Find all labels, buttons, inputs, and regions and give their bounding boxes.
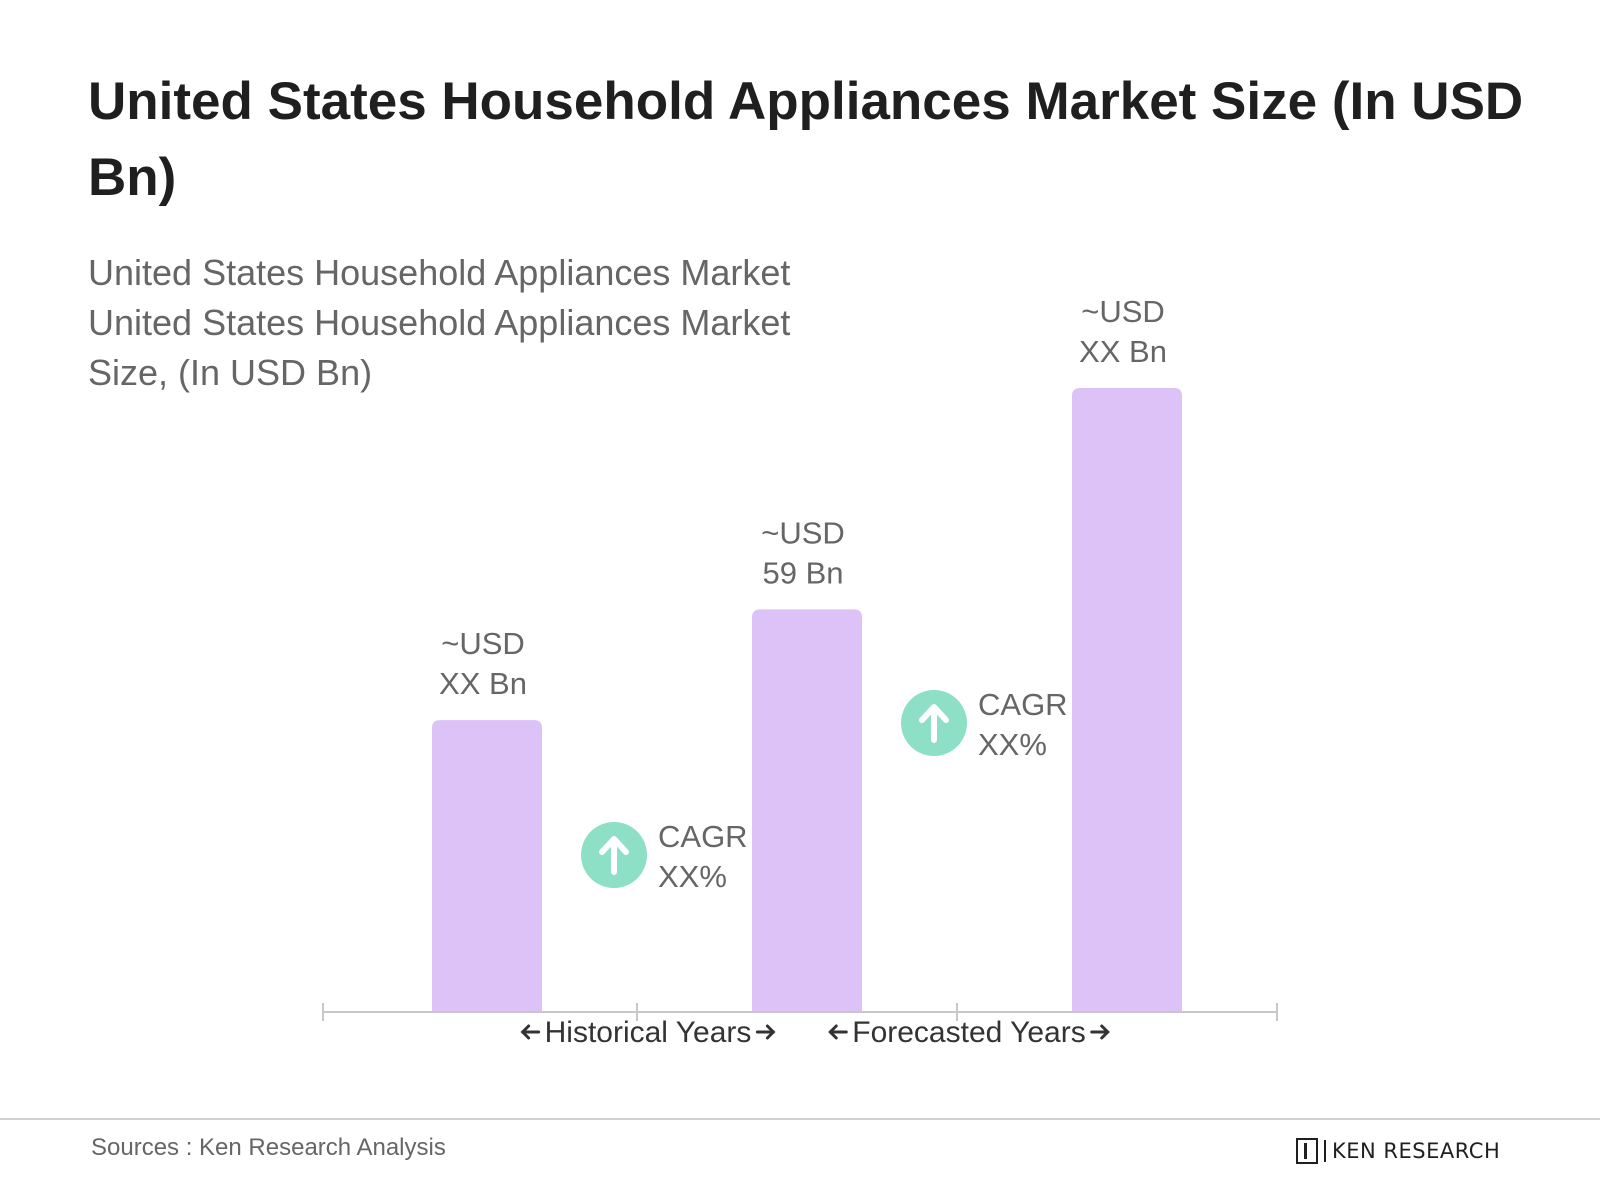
bar [432,720,542,1012]
footer-divider [0,1118,1600,1120]
arrow-up-icon [919,704,949,743]
arrow-right-icon [755,1024,776,1040]
bar-data-label: 59 Bn [762,555,843,590]
bar [1072,388,1182,1012]
bar-data-label: XX Bn [439,666,527,701]
arrow-left-icon [520,1024,541,1040]
logo-separator [1324,1140,1326,1162]
bar-data-label: XX Bn [1079,334,1167,369]
arrow-right-icon [1090,1024,1110,1040]
cagr-label: CAGR [658,819,748,854]
period-label: Historical Years [545,1016,752,1049]
cagr-label: XX% [658,859,727,894]
arrow-left-icon [828,1024,848,1040]
bar-data-label: ~USD [761,515,845,550]
subtitle-line: Size, (In USD Bn) [88,352,373,393]
cagr-label: CAGR [978,687,1068,722]
source-note: Sources : Ken Research Analysis [91,1134,446,1161]
ken-research-logo-icon [1296,1138,1318,1164]
bar-data-label: ~USD [441,626,525,661]
arrow-up-icon [599,836,629,875]
bar [752,609,862,1012]
brand-logo: KEN RESEARCH [1296,1136,1500,1166]
page-title: United States Household Appliances Marke… [88,72,1524,207]
bar-data-label: ~USD [1081,294,1165,329]
subtitle-line: United States Household Appliances Marke… [88,252,791,293]
chart-subtitle: United States Household Appliances Marke… [88,248,868,398]
cagr-label: XX% [978,727,1047,762]
period-label: Forecasted Years [852,1016,1085,1049]
bar-chart: ~USD XX Bn ~USD 59 Bn ~USD XX Bn CAGR XX% CAGR XX… [322,294,1278,1049]
subtitle-line: United States Household Appliances Marke… [88,302,791,343]
logo-text: KEN RESEARCH [1332,1139,1501,1163]
